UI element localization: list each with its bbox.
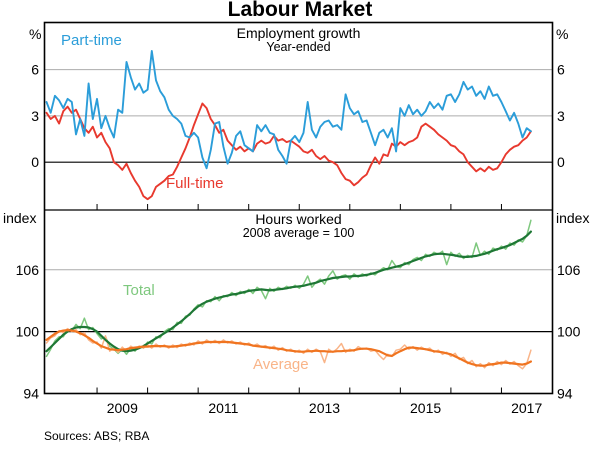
chart-title: Labour Market — [227, 0, 373, 21]
part-time-series-label: Part-time — [61, 32, 122, 49]
y-axis-unit-percent-right: % — [556, 26, 569, 42]
plot-frame — [43, 21, 554, 395]
x-year-label: 2011 — [208, 400, 238, 416]
y-axis-unit-index-right: index — [556, 210, 590, 226]
y-axis-unit-index-left: index — [3, 210, 37, 226]
top-panel-subtitle: Year-ended — [266, 40, 331, 54]
y-tick-label-right: 0 — [557, 154, 565, 170]
series-full-time — [45, 102, 532, 201]
x-year-label: 2015 — [410, 400, 441, 416]
source-note: Sources: ABS; RBA — [44, 429, 150, 443]
x-year-label: 2009 — [107, 400, 138, 416]
y-tick-label-right: 3 — [557, 108, 565, 124]
y-tick-label-left: 106 — [16, 262, 40, 278]
x-year-label: 2017 — [511, 400, 542, 416]
y-tick-label-right: 100 — [557, 324, 581, 340]
series-average — [45, 329, 533, 367]
series-total — [45, 230, 533, 353]
bottom-panel-subtitle: 2008 average = 100 — [242, 226, 355, 240]
y-axis-unit-percent-left: % — [29, 26, 42, 42]
total-series-label: Total — [123, 282, 155, 299]
y-tick-label-left: 3 — [31, 108, 39, 124]
y-tick-label-right: 6 — [557, 62, 565, 78]
x-year-label: 2013 — [309, 400, 340, 416]
series-part-time — [45, 50, 532, 170]
bottom-panel-title: Hours worked — [255, 211, 342, 227]
y-tick-label-left: 0 — [31, 154, 39, 170]
y-tick-label-left: 6 — [31, 62, 39, 78]
top-panel-title: Employment growth — [236, 25, 361, 41]
average-series-label: Average — [253, 356, 309, 373]
y-tick-label-right: 94 — [557, 386, 573, 402]
full-time-series-label: Full-time — [166, 175, 224, 192]
y-tick-label-left: 94 — [23, 386, 39, 402]
y-tick-label-right: 106 — [557, 262, 581, 278]
y-tick-label-left: 100 — [16, 324, 40, 340]
